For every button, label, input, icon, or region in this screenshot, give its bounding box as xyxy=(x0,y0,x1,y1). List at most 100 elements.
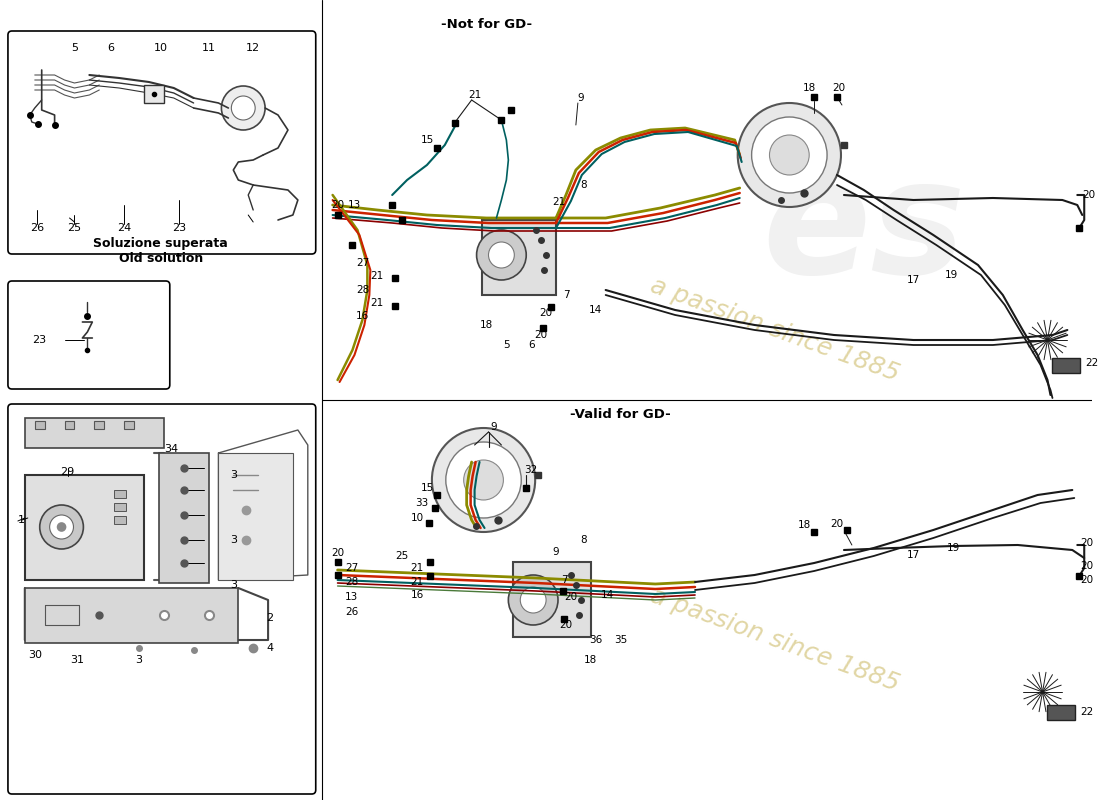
Circle shape xyxy=(40,505,84,549)
Text: 11: 11 xyxy=(201,43,216,53)
Text: 5: 5 xyxy=(72,43,78,53)
Text: 17: 17 xyxy=(906,275,920,285)
Text: 7: 7 xyxy=(562,290,570,300)
Text: 20: 20 xyxy=(331,200,344,210)
Text: 20: 20 xyxy=(833,83,846,93)
Text: 18: 18 xyxy=(480,320,493,330)
Bar xyxy=(219,453,293,580)
Text: 6: 6 xyxy=(528,340,535,350)
Text: -Not for GD-: -Not for GD- xyxy=(441,18,532,31)
Text: 36: 36 xyxy=(590,635,603,645)
Text: 14: 14 xyxy=(590,305,603,315)
Text: 25: 25 xyxy=(67,223,81,233)
Text: 12: 12 xyxy=(246,43,261,53)
Text: 26: 26 xyxy=(30,223,44,233)
Bar xyxy=(144,85,164,103)
Bar xyxy=(514,562,591,637)
Text: 16: 16 xyxy=(355,311,368,321)
Text: 9: 9 xyxy=(491,422,497,432)
Text: 13: 13 xyxy=(348,200,361,210)
Bar xyxy=(114,490,126,498)
Circle shape xyxy=(476,230,526,280)
Text: 21: 21 xyxy=(410,577,424,587)
Bar xyxy=(35,421,45,429)
Text: 21: 21 xyxy=(552,197,565,207)
Text: 20: 20 xyxy=(331,548,344,558)
Text: 17: 17 xyxy=(906,550,920,560)
Bar xyxy=(65,421,75,429)
Bar xyxy=(124,421,134,429)
Text: 15: 15 xyxy=(420,483,433,493)
Text: 18: 18 xyxy=(803,83,816,93)
Bar xyxy=(1047,705,1076,720)
Text: a passion since 1885: a passion since 1885 xyxy=(647,274,902,386)
Text: 3: 3 xyxy=(230,470,236,480)
Circle shape xyxy=(751,117,827,193)
Bar xyxy=(114,516,126,524)
Text: 20: 20 xyxy=(560,620,572,630)
Text: 24: 24 xyxy=(117,223,131,233)
Text: 25: 25 xyxy=(396,551,409,561)
Text: 20: 20 xyxy=(830,519,844,529)
Text: 22: 22 xyxy=(1086,358,1099,368)
Text: 26: 26 xyxy=(345,607,359,617)
Text: 20: 20 xyxy=(564,592,578,602)
Text: 4: 4 xyxy=(266,643,274,653)
Circle shape xyxy=(231,96,255,120)
Text: 21: 21 xyxy=(371,298,384,308)
Text: 19: 19 xyxy=(945,270,958,280)
Bar xyxy=(95,421,104,429)
Circle shape xyxy=(520,587,546,613)
Circle shape xyxy=(488,242,515,268)
Text: 20: 20 xyxy=(535,330,548,340)
Text: 35: 35 xyxy=(614,635,627,645)
Text: 20: 20 xyxy=(1082,190,1096,200)
Text: 10: 10 xyxy=(410,513,424,523)
Text: 28: 28 xyxy=(355,285,368,295)
Text: 9: 9 xyxy=(552,547,559,557)
Text: 2: 2 xyxy=(266,613,274,623)
Text: 20: 20 xyxy=(1080,538,1093,548)
Text: 9: 9 xyxy=(578,93,584,103)
FancyBboxPatch shape xyxy=(8,31,316,254)
Text: 3: 3 xyxy=(135,655,143,665)
Text: 29: 29 xyxy=(60,467,75,477)
Text: 21: 21 xyxy=(410,563,424,573)
Bar xyxy=(114,503,126,511)
FancyBboxPatch shape xyxy=(8,281,169,389)
Text: 15: 15 xyxy=(420,135,433,145)
Circle shape xyxy=(50,515,74,539)
FancyBboxPatch shape xyxy=(8,404,316,794)
Text: 23: 23 xyxy=(32,335,46,345)
Text: 28: 28 xyxy=(345,577,359,587)
Circle shape xyxy=(508,575,558,625)
Bar xyxy=(482,220,556,295)
Text: es: es xyxy=(762,153,966,307)
Text: 13: 13 xyxy=(345,592,359,602)
Text: 18: 18 xyxy=(584,655,597,665)
Text: 22: 22 xyxy=(1080,707,1093,717)
Bar xyxy=(25,418,164,448)
Circle shape xyxy=(221,86,265,130)
Text: 8: 8 xyxy=(581,535,587,545)
Text: 20: 20 xyxy=(1080,575,1093,585)
Text: 19: 19 xyxy=(946,543,960,553)
Circle shape xyxy=(464,460,504,500)
Text: 27: 27 xyxy=(355,258,368,268)
Text: 20: 20 xyxy=(1080,561,1093,571)
Text: 31: 31 xyxy=(70,655,85,665)
Text: 7: 7 xyxy=(561,575,568,585)
Bar xyxy=(25,475,144,580)
Circle shape xyxy=(57,523,66,531)
Text: 27: 27 xyxy=(345,563,359,573)
Circle shape xyxy=(446,442,521,518)
Text: 3: 3 xyxy=(230,580,236,590)
Text: 20: 20 xyxy=(539,308,552,318)
Text: 5: 5 xyxy=(503,340,509,350)
Text: 34: 34 xyxy=(164,444,178,454)
Text: 3: 3 xyxy=(230,535,236,545)
Text: 21: 21 xyxy=(468,90,481,100)
Text: 32: 32 xyxy=(525,465,538,475)
Text: 10: 10 xyxy=(154,43,168,53)
Text: 14: 14 xyxy=(601,590,614,600)
